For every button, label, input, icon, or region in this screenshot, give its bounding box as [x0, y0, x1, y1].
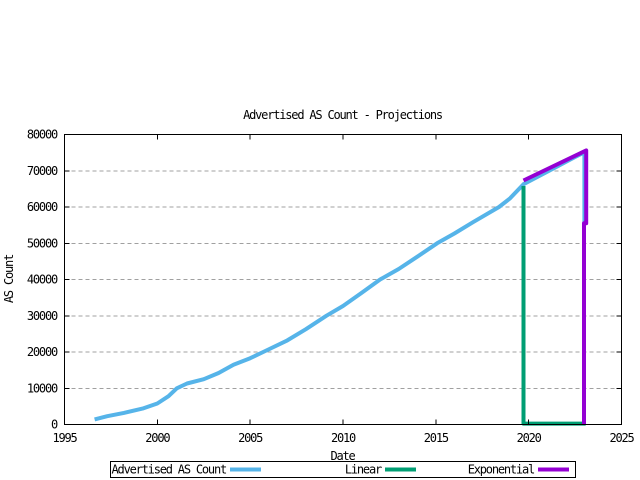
legend-label-exponential: Exponential: [468, 463, 535, 477]
x-tick-labels: 1995 2000 2005 2010 2015 2020 2025: [52, 431, 635, 445]
series-lines: [94, 148, 589, 426]
series-line-linear: [521, 186, 586, 426]
y-tick-label: 30000: [27, 309, 58, 323]
legend-box: [110, 461, 576, 478]
axis-ticks: [64, 134, 622, 425]
chart-title: Advertised AS Count - Projections: [243, 108, 443, 122]
legend: Advertised AS Count Linear Exponential: [110, 461, 576, 478]
x-tick-label: 2000: [145, 431, 170, 445]
y-tick-label: 60000: [27, 200, 58, 214]
plot-border: [64, 134, 622, 425]
y-tick-label: 80000: [27, 128, 58, 142]
y-tick-label: 40000: [27, 273, 58, 287]
y-tick-label: 20000: [27, 345, 58, 359]
x-tick-label: 2005: [238, 431, 263, 445]
legend-label-linear: Linear: [345, 463, 382, 477]
y-tick-labels: 0 10000 20000 30000 40000 50000 60000 70000 8000…: [27, 128, 59, 432]
series-line-advertised-as-count: [94, 150, 587, 422]
x-tick-label: 2015: [424, 431, 449, 445]
x-tick-label: 2025: [609, 431, 634, 445]
series-line-exponential: [522, 148, 589, 425]
y-tick-label: 70000: [27, 164, 58, 178]
x-axis-label: Date: [330, 449, 355, 463]
x-tick-label: 2010: [331, 431, 356, 445]
x-tick-label: 2020: [517, 431, 542, 445]
y-tick-label: 0: [51, 418, 58, 432]
legend-label-advertised-as-count: Advertised AS Count: [112, 463, 227, 477]
x-tick-label: 1995: [52, 431, 77, 445]
y-axis-label: AS Count: [2, 254, 16, 303]
y-tick-label: 10000: [27, 381, 58, 395]
y-tick-label: 50000: [27, 236, 58, 250]
gridlines: [64, 170, 622, 389]
